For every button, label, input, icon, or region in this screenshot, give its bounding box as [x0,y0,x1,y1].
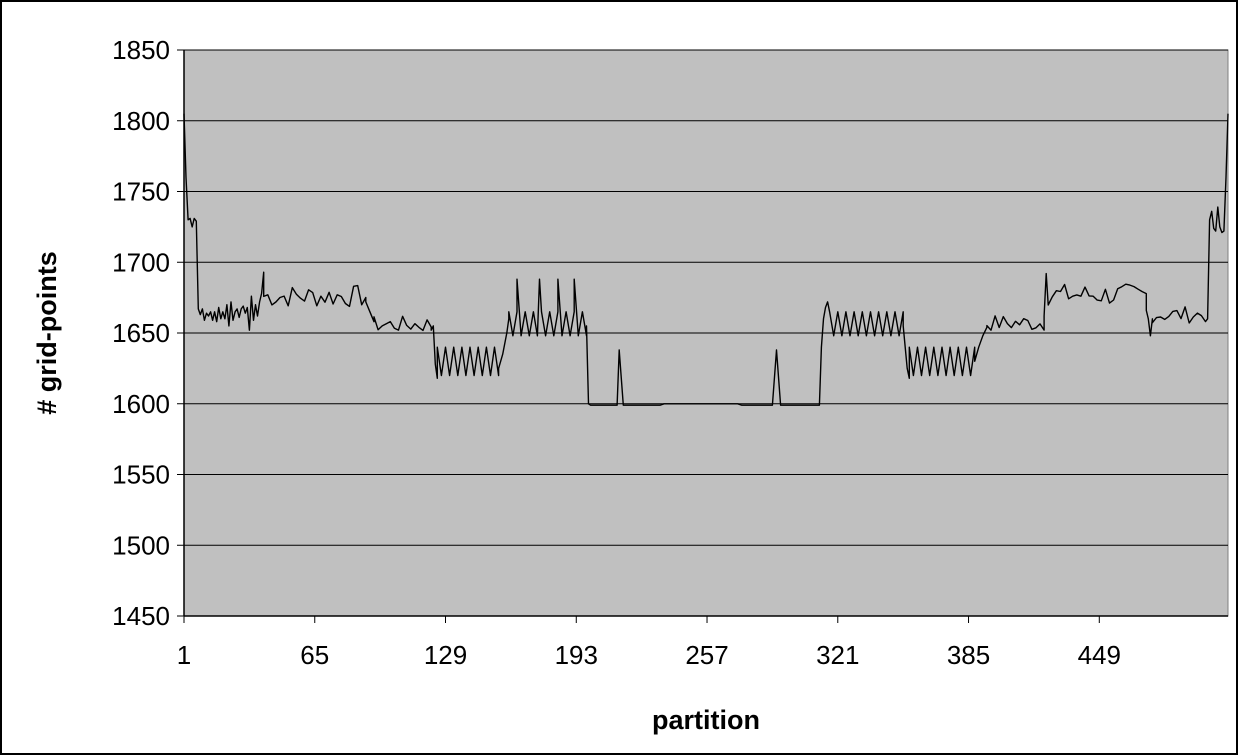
y-axis-title: # grid-points [32,251,62,415]
x-tick-labels: 1 65 129 193 257 321 385 449 [177,616,1121,670]
x-tick-label-321: 321 [816,640,859,670]
x-tick-label-65: 65 [300,640,329,670]
x-tick-label-193: 193 [555,640,598,670]
y-tick-label-1750: 1750 [112,177,170,207]
y-tick-label-1450: 1450 [112,601,170,631]
x-axis-title: partition [652,705,760,735]
y-tick-label-1500: 1500 [112,530,170,560]
y-tick-label-1800: 1800 [112,106,170,136]
x-tick-label-385: 385 [947,640,990,670]
x-tick-label-129: 129 [424,640,467,670]
y-tick-label-1600: 1600 [112,389,170,419]
x-tick-label-257: 257 [685,640,728,670]
y-tick-label-1850: 1850 [112,35,170,65]
series-line [183,113,1229,406]
y-tick-labels: 1450 1500 1550 1600 1650 1700 1750 1800 1850 [112,35,184,631]
y-tick-label-1650: 1650 [112,318,170,348]
x-tick-label-1: 1 [177,640,191,670]
x-tick-label-449: 449 [1078,640,1121,670]
y-tick-label-1550: 1550 [112,460,170,490]
y-tick-label-1700: 1700 [112,247,170,277]
